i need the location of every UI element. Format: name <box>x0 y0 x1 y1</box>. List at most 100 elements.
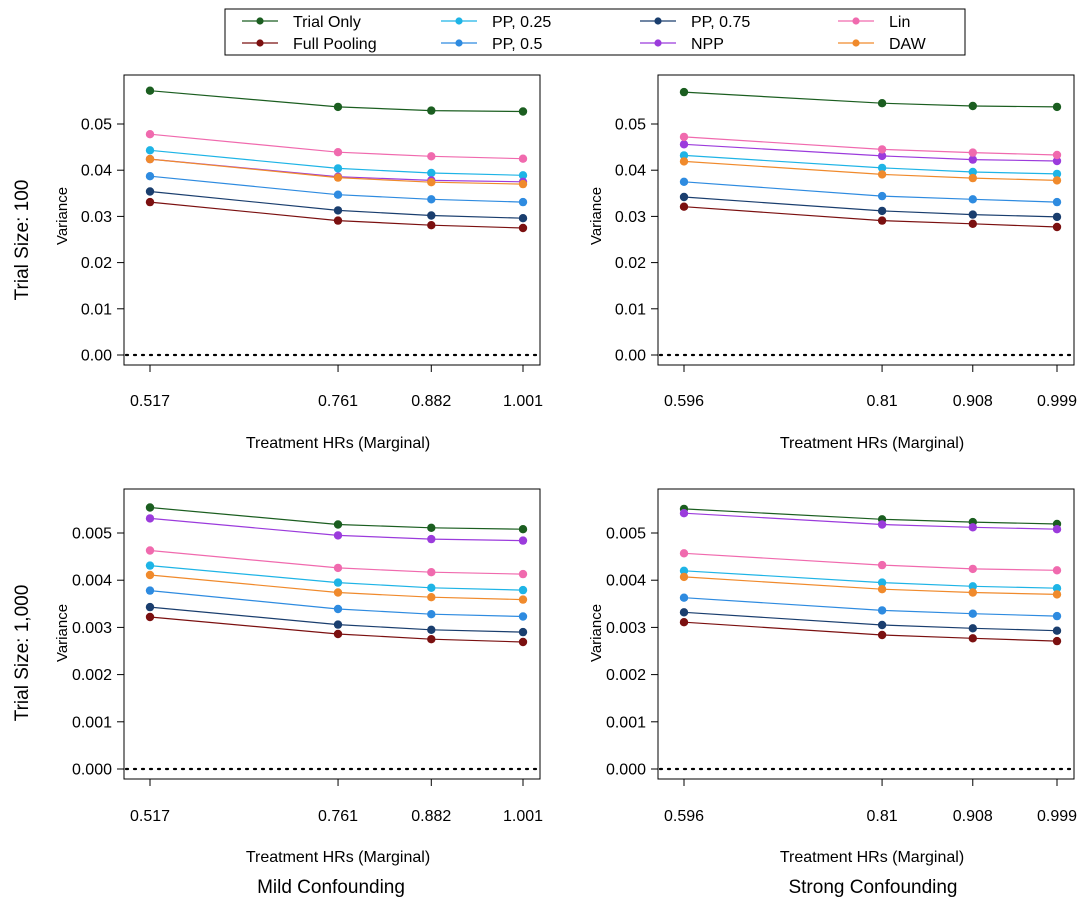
data-point <box>333 102 343 112</box>
series-pp-0-75 <box>679 192 1062 222</box>
series-trial-only <box>145 86 528 116</box>
legend-label: NPP <box>691 36 724 53</box>
data-point <box>679 192 689 202</box>
series-line <box>149 517 524 542</box>
data-point <box>518 525 528 534</box>
data-point <box>679 132 689 142</box>
x-tick-label: 1.001 <box>503 808 543 825</box>
y-tick-label: 0.001 <box>72 714 112 731</box>
data-point <box>427 593 436 602</box>
series-full-pooling <box>679 202 1062 232</box>
legend-entry-daw: DAW <box>838 36 927 53</box>
data-point <box>518 627 528 637</box>
series-line <box>149 549 524 575</box>
y-tick-label: 0.004 <box>72 573 112 590</box>
data-point <box>877 560 887 570</box>
series-daw <box>679 157 1062 185</box>
data-point <box>333 164 343 173</box>
x-tick-label: 1.001 <box>503 393 543 410</box>
y-tick-label: 0.005 <box>72 526 112 543</box>
series-line <box>149 506 524 530</box>
series-pp-0-75 <box>145 602 528 637</box>
series-line <box>683 206 1058 228</box>
data-point <box>518 154 528 163</box>
series-line <box>149 190 524 219</box>
y-tick-label: 0.01 <box>615 301 646 318</box>
data-point <box>1052 626 1062 635</box>
data-point <box>333 216 343 225</box>
series-line <box>683 576 1058 595</box>
series-trial-only <box>145 503 528 534</box>
x-tick-label: 0.908 <box>953 393 993 410</box>
data-point <box>427 221 436 230</box>
data-point <box>518 569 528 579</box>
data-point <box>877 216 887 225</box>
data-point <box>427 211 436 220</box>
data-point <box>877 99 887 108</box>
y-tick-label: 0.02 <box>615 255 646 272</box>
series-line <box>149 149 524 176</box>
data-point <box>145 146 155 155</box>
series-line <box>683 143 1058 162</box>
legend-label: Full Pooling <box>293 36 377 53</box>
data-point <box>1052 590 1062 599</box>
series-lin <box>145 130 528 163</box>
panels: 0.00 0.01 0.02 0.03 0.04 0.05 0.517 0.761 0.882 1… <box>54 74 1077 866</box>
series-full-pooling <box>679 618 1062 646</box>
data-point <box>679 157 689 166</box>
data-point <box>145 154 155 164</box>
series-full-pooling <box>145 197 528 233</box>
y-tick-label: 0.05 <box>81 117 112 134</box>
data-point <box>877 145 887 154</box>
series-daw <box>145 154 528 189</box>
y-tick-label: 0.03 <box>615 209 646 226</box>
data-point <box>968 167 977 177</box>
x-tick-label: 0.517 <box>130 808 170 825</box>
legend-label: PP, 0.75 <box>691 14 750 31</box>
y-tick-label: 0.01 <box>81 301 112 318</box>
series-pp-0-5 <box>679 177 1062 207</box>
x-tick-label: 0.999 <box>1037 808 1077 825</box>
data-point <box>333 563 343 573</box>
legend: Trial Only Full Pooling PP, 0.25 PP, 0.5 PP,… <box>224 8 966 56</box>
series-line <box>149 574 524 601</box>
data-point <box>877 620 887 630</box>
data-point <box>333 520 343 529</box>
data-point <box>968 195 977 204</box>
data-point <box>1052 150 1062 160</box>
x-tick-label: 0.999 <box>1037 393 1077 410</box>
data-point <box>877 578 887 587</box>
data-point <box>679 151 689 160</box>
x-axis-label: Treatment HRs (Marginal) <box>780 435 964 452</box>
legend-entry-lin: Lin <box>838 14 910 31</box>
series-line <box>683 508 1058 525</box>
data-point <box>333 148 343 157</box>
series-pp-0-75 <box>679 608 1062 635</box>
data-point <box>877 606 887 615</box>
data-point <box>1052 156 1062 166</box>
data-point <box>877 163 887 173</box>
data-point <box>968 523 977 532</box>
legend-label: Lin <box>889 14 910 31</box>
data-point <box>679 572 689 582</box>
data-point <box>877 630 887 640</box>
data-point <box>145 172 155 181</box>
panel-trial-100-mild: 0.00 0.01 0.02 0.03 0.04 0.05 0.517 0.761 0.882 1… <box>54 74 543 452</box>
series-trial-only <box>679 87 1062 112</box>
plot-frame <box>657 74 1075 366</box>
data-point <box>1052 566 1062 575</box>
data-point <box>145 561 155 570</box>
legend-box <box>224 8 966 56</box>
series-line <box>149 565 524 591</box>
data-point <box>1052 212 1062 222</box>
data-point <box>968 564 977 574</box>
x-axis-label: Treatment HRs (Marginal) <box>246 435 430 452</box>
data-point <box>518 197 528 207</box>
data-point <box>333 588 343 597</box>
data-point <box>968 624 977 633</box>
legend-label: PP, 0.5 <box>492 36 543 53</box>
data-point <box>1052 197 1062 207</box>
y-tick-label: 0.002 <box>72 667 112 684</box>
y-axis-label: Variance <box>588 604 605 662</box>
series-daw <box>145 570 528 604</box>
